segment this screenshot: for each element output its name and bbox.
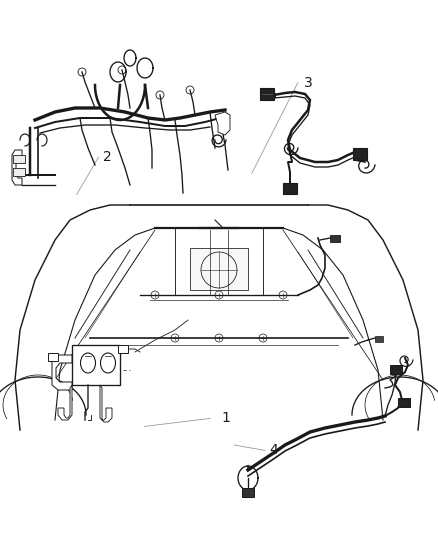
Bar [13, 155, 25, 163]
Bar [13, 168, 25, 176]
Polygon shape [215, 112, 230, 135]
Bar [390, 365, 402, 374]
Polygon shape [190, 248, 248, 290]
Text: 2: 2 [103, 150, 112, 164]
Bar [283, 183, 297, 194]
Text: 3: 3 [304, 76, 313, 90]
Bar [353, 148, 367, 160]
Bar [375, 336, 383, 342]
Polygon shape [58, 385, 72, 420]
Bar [48, 353, 58, 361]
Polygon shape [52, 355, 72, 390]
Text: 1: 1 [221, 411, 230, 425]
Bar [260, 88, 274, 100]
Text: 4: 4 [269, 443, 278, 457]
Polygon shape [100, 385, 112, 422]
Polygon shape [12, 150, 22, 185]
Bar [398, 398, 410, 407]
Bar [118, 345, 128, 353]
Bar [242, 488, 254, 497]
Bar [330, 235, 340, 242]
Bar [72, 345, 120, 385]
